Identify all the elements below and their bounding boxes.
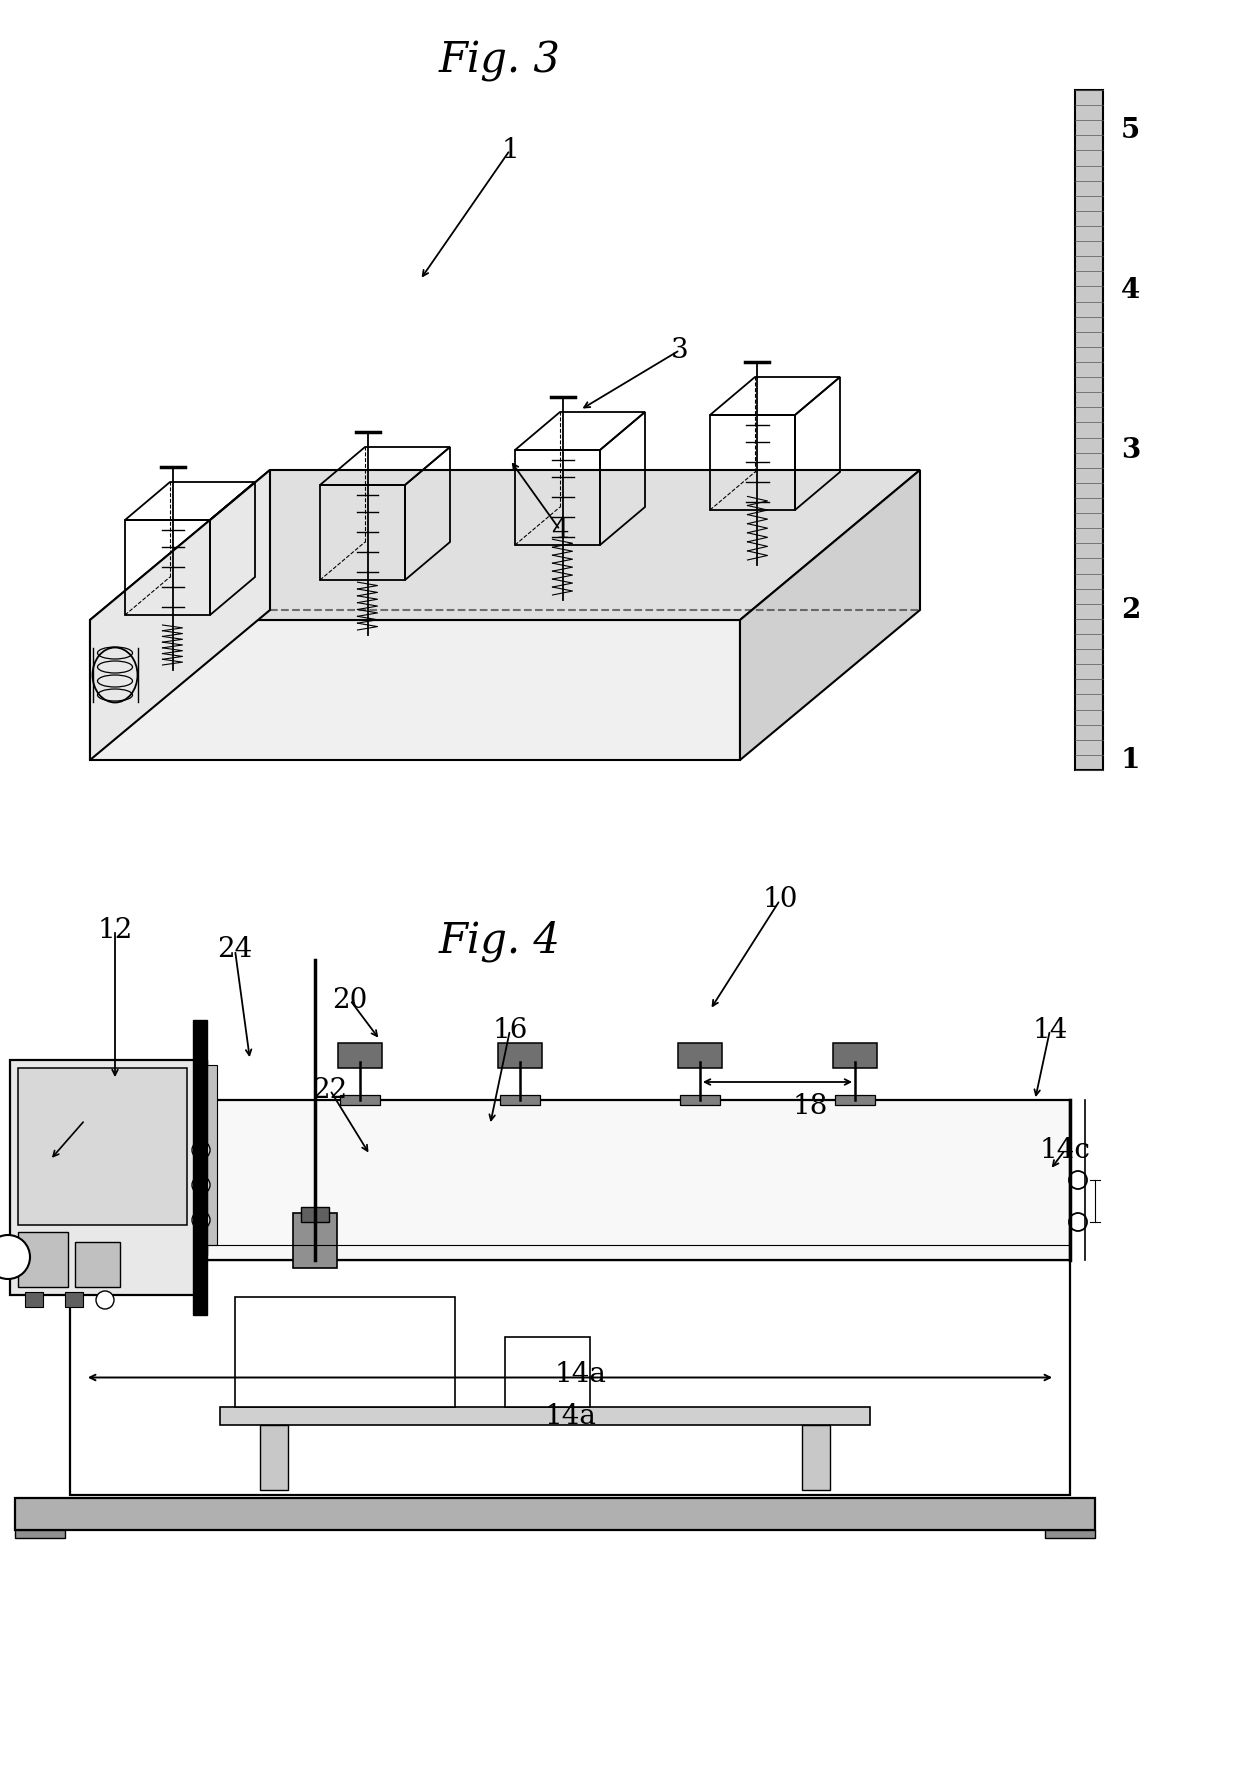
Bar: [195, 1061, 207, 1255]
Bar: [19, 1068, 187, 1225]
Circle shape: [95, 1290, 114, 1308]
Text: 5: 5: [1121, 117, 1141, 144]
Text: 22: 22: [312, 1077, 347, 1104]
Bar: [498, 1043, 542, 1068]
Bar: [10, 1061, 195, 1296]
Circle shape: [192, 1177, 210, 1194]
Text: 12: 12: [97, 917, 133, 943]
Bar: [25, 1292, 43, 1307]
Text: 4: 4: [552, 516, 569, 543]
Bar: [69, 1260, 1070, 1495]
Bar: [835, 1095, 875, 1105]
Polygon shape: [91, 470, 920, 619]
Bar: [301, 1207, 329, 1223]
Text: 14a: 14a: [544, 1403, 596, 1429]
Circle shape: [192, 1210, 210, 1228]
Bar: [260, 1426, 288, 1490]
Bar: [802, 1426, 830, 1490]
Bar: [236, 1298, 455, 1406]
Text: 3: 3: [1121, 436, 1141, 465]
Bar: [193, 1020, 207, 1315]
Bar: [1045, 1531, 1095, 1538]
Bar: [339, 1043, 382, 1068]
Bar: [833, 1043, 877, 1068]
Bar: [207, 1064, 217, 1244]
Text: 14a: 14a: [554, 1362, 606, 1388]
Polygon shape: [91, 470, 270, 760]
Polygon shape: [740, 470, 920, 760]
Text: 16: 16: [492, 1016, 528, 1043]
Bar: [505, 1337, 590, 1406]
Text: 20: 20: [332, 986, 368, 1013]
Bar: [219, 1406, 870, 1426]
Bar: [15, 1531, 64, 1538]
Bar: [15, 1499, 1095, 1531]
Bar: [678, 1043, 722, 1068]
Text: 3: 3: [671, 336, 688, 363]
Bar: [19, 1232, 68, 1287]
Bar: [500, 1095, 539, 1105]
Text: 14: 14: [1033, 1016, 1068, 1043]
Text: 1: 1: [501, 137, 518, 164]
Text: 2: 2: [1121, 596, 1141, 623]
Circle shape: [192, 1141, 210, 1159]
Polygon shape: [1075, 91, 1104, 771]
Text: Fig. 3: Fig. 3: [439, 39, 560, 82]
Text: 10: 10: [763, 886, 797, 913]
Text: 1: 1: [1121, 746, 1141, 774]
Text: 24: 24: [217, 936, 253, 963]
Bar: [293, 1212, 337, 1267]
Circle shape: [1069, 1212, 1087, 1232]
Circle shape: [1069, 1171, 1087, 1189]
Text: Fig. 4: Fig. 4: [439, 920, 560, 961]
Text: 4: 4: [1121, 278, 1141, 304]
Bar: [200, 1100, 1070, 1260]
Text: 18: 18: [792, 1093, 827, 1120]
Bar: [74, 1242, 120, 1287]
Bar: [340, 1095, 379, 1105]
Polygon shape: [91, 619, 740, 760]
Text: 14c: 14c: [1039, 1136, 1090, 1164]
Bar: [64, 1292, 83, 1307]
Circle shape: [0, 1235, 30, 1280]
Bar: [680, 1095, 720, 1105]
